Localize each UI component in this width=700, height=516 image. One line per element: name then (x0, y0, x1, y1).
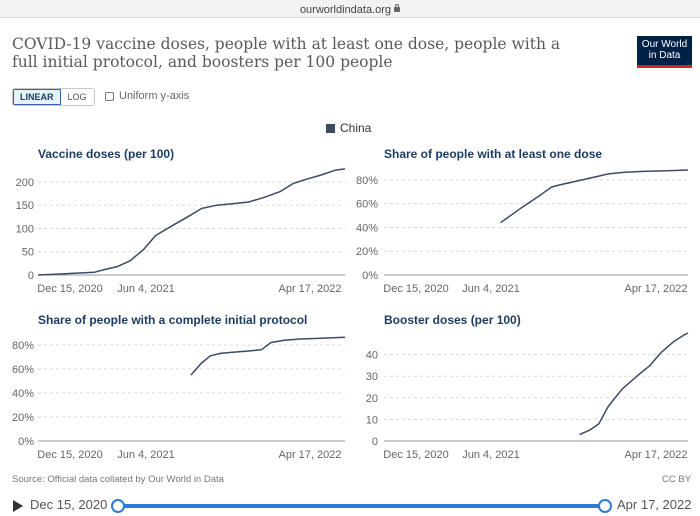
logo-line-1: Our World (641, 39, 688, 50)
legend-swatch-china (326, 123, 335, 133)
x-tick-label: Dec 15, 2020 (383, 283, 448, 295)
timeline-end-handle[interactable] (598, 499, 612, 513)
x-tick-label: Dec 15, 2020 (383, 449, 448, 461)
y-tick-label: 30 (366, 371, 378, 383)
chart-title: Share of people with at least one dose (384, 147, 602, 161)
owid-logo[interactable]: Our World in Data (637, 36, 692, 68)
series-line-china (37, 168, 346, 276)
y-tick-label: 20% (12, 412, 34, 424)
series-line-china (190, 336, 346, 376)
timeline-end-label: Apr 17, 2022 (617, 497, 692, 512)
y-tick-label: 0% (18, 436, 34, 448)
x-tick-label: Apr 17, 2022 (279, 283, 342, 295)
logo-line-2: in Data (648, 50, 681, 61)
page-title: COVID-19 vaccine doses, people with at l… (12, 35, 561, 71)
y-tick-label: 100 (16, 223, 34, 235)
x-tick-label: Jun 4, 2021 (462, 449, 520, 461)
y-tick-label: 0 (372, 436, 378, 448)
chart-title: Share of people with a complete initial … (38, 313, 307, 327)
chart-title: Vaccine doses (per 100) (38, 147, 174, 161)
y-tick-label: 0 (28, 270, 34, 282)
timeline-track[interactable] (118, 504, 605, 508)
timeline-slider: Dec 15, 2020 Apr 17, 2022 (0, 496, 700, 516)
chart-panel-3: Share of people with a complete initial … (12, 313, 346, 461)
y-tick-label: 60% (12, 364, 34, 376)
y-tick-label: 0% (362, 270, 378, 282)
x-tick-label: Apr 17, 2022 (625, 449, 688, 461)
y-tick-label: 10 (366, 414, 378, 426)
chart-panel-4: Booster doses (per 100) 0 10 20 30 40 Dec 15, … (366, 313, 689, 461)
chart-legend: China (326, 121, 371, 135)
x-tick-label: Apr 17, 2022 (279, 449, 342, 461)
y-tick-label: 80% (12, 340, 34, 352)
chart-panel-2: Share of people with at least one dose 0%… (356, 147, 689, 295)
y-tick-label: 20% (356, 246, 378, 258)
x-tick-label: Dec 15, 2020 (37, 283, 102, 295)
y-tick-label: 40% (356, 222, 378, 234)
legend-label-china: China (340, 121, 372, 135)
scale-toggle: LINEAR LOG (12, 88, 95, 106)
play-icon[interactable] (13, 500, 23, 512)
url-text: ourworldindata.org (299, 4, 392, 16)
y-tick-label: 20 (366, 393, 378, 405)
series-line-china (500, 169, 689, 224)
y-tick-label: 150 (16, 200, 34, 212)
source-note: Source: Official data collated by Our Wo… (12, 474, 224, 485)
x-tick-label: Jun 4, 2021 (117, 283, 175, 295)
timeline-start-label: Dec 15, 2020 (30, 497, 108, 512)
y-tick-label: 50 (22, 247, 34, 259)
uniform-y-axis-toggle[interactable]: Uniform y-axis (105, 90, 189, 102)
chart-panel-1: Vaccine doses (per 100) 0 50 100 150 200 Dec 1… (16, 147, 346, 295)
y-tick-label: 60% (356, 199, 378, 211)
uniform-y-axis-checkbox[interactable] (105, 91, 114, 101)
y-tick-label: 200 (16, 177, 34, 189)
x-tick-label: Apr 17, 2022 (625, 283, 688, 295)
x-tick-label: Jun 4, 2021 (462, 283, 520, 295)
series-line-china (579, 332, 689, 436)
y-tick-label: 80% (356, 175, 378, 187)
y-tick-label: 40% (12, 388, 34, 400)
browser-url-bar[interactable]: ourworldindata.org (0, 0, 700, 18)
linear-scale-button[interactable]: LINEAR (13, 89, 61, 105)
timeline-start-handle[interactable] (111, 499, 125, 513)
license-link[interactable]: CC BY (662, 474, 692, 485)
x-tick-label: Dec 15, 2020 (37, 449, 102, 461)
log-scale-button[interactable]: LOG (60, 89, 94, 105)
uniform-y-axis-label: Uniform y-axis (119, 90, 190, 102)
y-tick-label: 40 (366, 350, 378, 362)
chart-title: Booster doses (per 100) (384, 313, 521, 327)
x-tick-label: Jun 4, 2021 (117, 449, 175, 461)
lock-icon (394, 4, 401, 12)
